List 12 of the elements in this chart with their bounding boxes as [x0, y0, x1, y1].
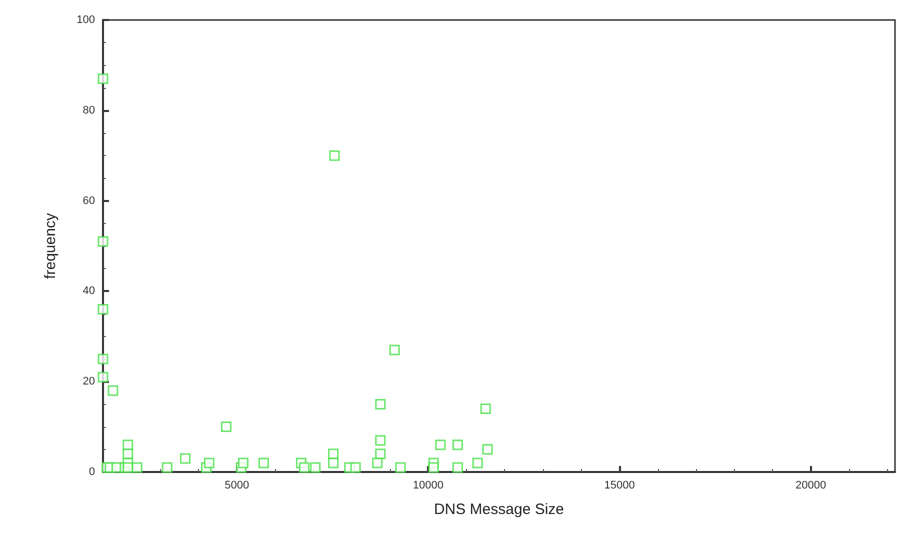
x-tick-label: 10000 [412, 480, 444, 492]
y-tick-label: 100 [76, 14, 95, 26]
x-tick-label: 15000 [604, 480, 635, 492]
y-tick-label: 0 [88, 466, 95, 478]
x-axis-title: DNS Message Size [434, 501, 564, 518]
y-axis-title: frequency [42, 212, 59, 279]
y-tick-label: 40 [82, 285, 95, 298]
x-tick-label: 20000 [796, 480, 826, 492]
y-tick-label: 60 [82, 194, 95, 207]
y-tick-label: 20 [82, 376, 95, 388]
x-tick-label: 5000 [224, 480, 250, 492]
y-tick-label: 80 [82, 104, 95, 116]
